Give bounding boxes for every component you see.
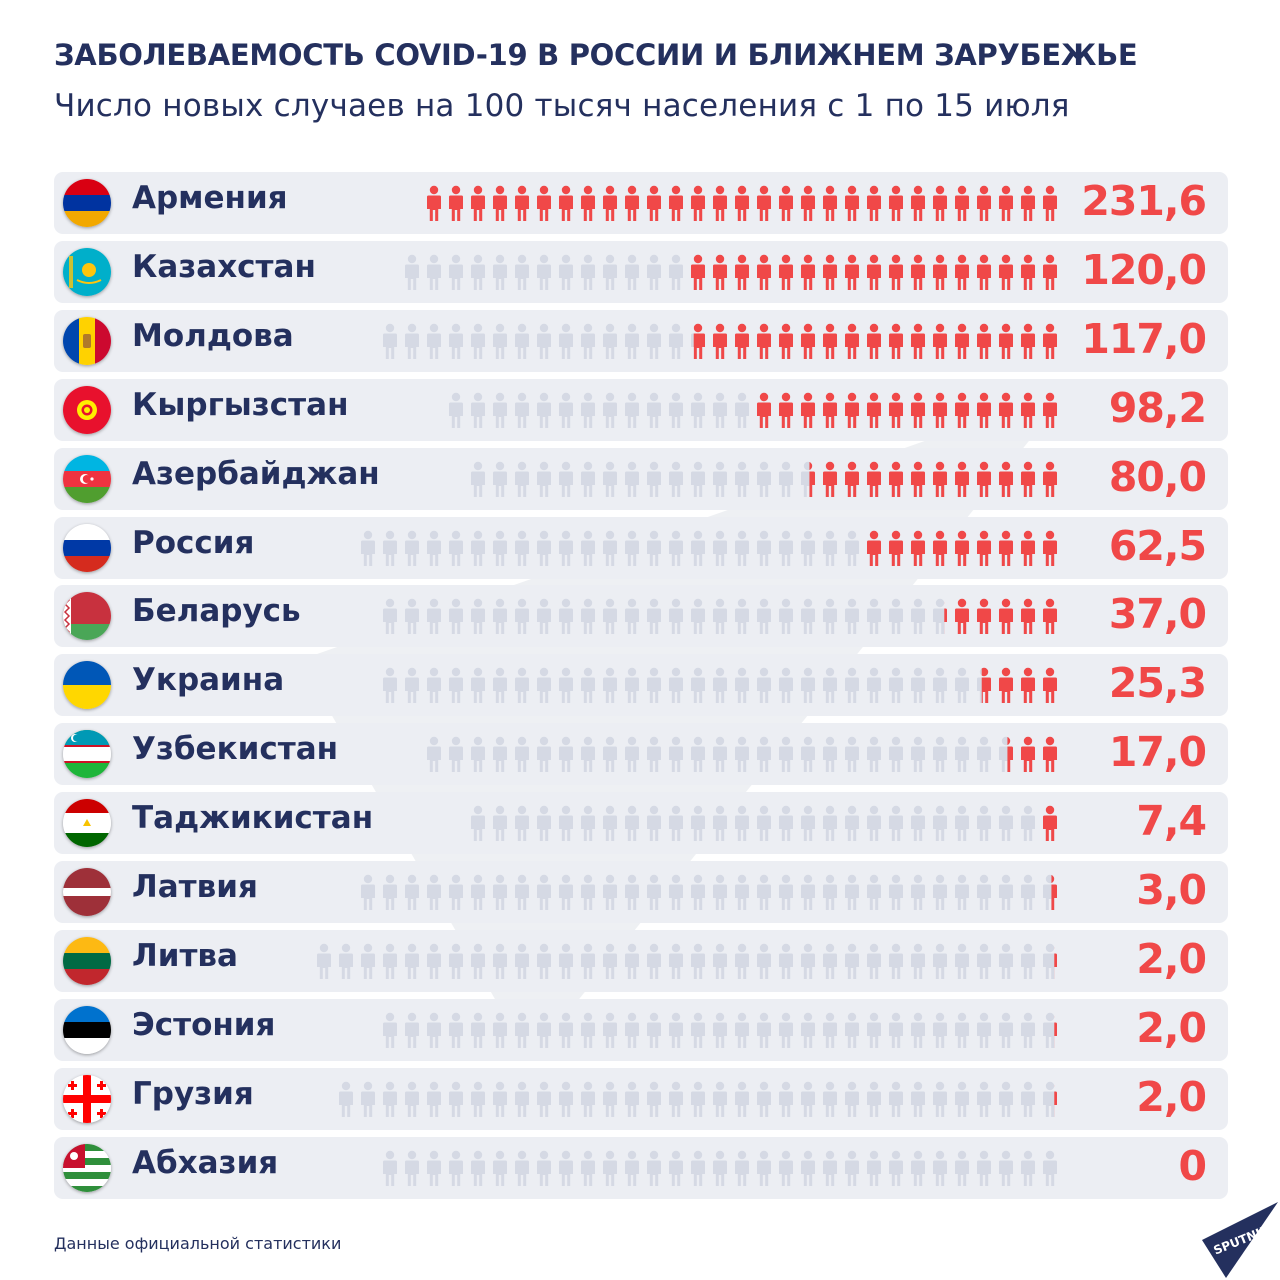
person-icons <box>471 805 1057 842</box>
table-row: Латвия 3,0 <box>54 861 1228 923</box>
table-row: Литва 2,0 <box>54 929 1228 992</box>
table-row: Эстония 2,0 <box>54 998 1228 1061</box>
russia-flag <box>63 523 111 572</box>
person-icons <box>383 323 1057 359</box>
belarus-flag <box>63 592 111 641</box>
value-label: 80,0 <box>1108 452 1207 501</box>
ukraine-flag <box>63 661 111 710</box>
azerbaijan-flag <box>63 454 111 503</box>
table-row: Молдова 117,0 <box>54 309 1228 372</box>
uzbekistan-flag <box>63 730 111 779</box>
person-icons <box>471 461 1057 497</box>
lithuania-flag <box>63 936 111 985</box>
table-row: Кыргызстан 98,2 <box>54 378 1228 441</box>
country-label: Абхазия <box>132 1144 279 1181</box>
person-icons <box>317 943 1057 979</box>
country-label: Эстония <box>132 1006 276 1043</box>
table-row: Азербайджан 80,0 <box>54 447 1228 510</box>
country-label: Армения <box>132 180 288 216</box>
value-label: 37,0 <box>1108 590 1207 639</box>
value-label: 117,0 <box>1081 314 1207 363</box>
estonia-flag <box>63 1005 111 1054</box>
country-label: Украина <box>132 662 285 699</box>
country-label: Литва <box>132 937 238 974</box>
value-label: 3,0 <box>1136 866 1207 914</box>
value-label: 0 <box>1178 1141 1207 1190</box>
value-label: 17,0 <box>1108 728 1207 777</box>
person-icons <box>427 736 1057 773</box>
abkhazia-flag <box>63 1143 111 1192</box>
country-label: Таджикистан <box>132 800 374 837</box>
country-label: Россия <box>132 524 255 561</box>
value-label: 7,4 <box>1136 797 1207 846</box>
country-label: Казахстан <box>132 248 316 285</box>
value-label: 120,0 <box>1081 245 1207 294</box>
value-label: 2,0 <box>1136 1072 1207 1121</box>
source-note: Данные официальной статистики <box>54 1234 342 1253</box>
country-label: Латвия <box>132 869 258 905</box>
country-label: Узбекистан <box>132 731 339 768</box>
kazakhstan-flag <box>63 247 111 296</box>
table-row: Казахстан 120,0 <box>54 240 1228 303</box>
value-label: 98,2 <box>1108 383 1207 432</box>
person-icons <box>383 668 1057 704</box>
value-label: 2,0 <box>1136 934 1207 983</box>
country-label: Молдова <box>132 317 294 354</box>
person-icons <box>427 185 1057 221</box>
table-row: Таджикистан 7,4 <box>54 792 1228 855</box>
table-row: Узбекистан 17,0 <box>54 723 1228 786</box>
latvia-flag <box>63 868 111 916</box>
country-label: Азербайджан <box>132 455 380 492</box>
table-row: Беларусь 37,0 <box>54 585 1228 648</box>
person-icons <box>361 530 1057 566</box>
georgia-flag <box>63 1074 111 1123</box>
table-row: Россия 62,5 <box>54 516 1228 579</box>
person-icons <box>383 1012 1057 1048</box>
table-row: Украина 25,3 <box>54 654 1228 717</box>
table-row: Грузия 2,0 <box>54 1067 1228 1130</box>
person-icons <box>405 254 1057 290</box>
value-label: 62,5 <box>1108 521 1207 570</box>
country-label: Грузия <box>132 1075 254 1112</box>
table-row: Абхазия 0 <box>54 1136 1228 1199</box>
chart-subtitle: Число новых случаев на 100 тысяч населен… <box>54 88 1070 124</box>
person-icons <box>383 1150 1057 1186</box>
sputnik-logo <box>1202 1202 1278 1278</box>
value-label: 25,3 <box>1108 659 1207 708</box>
country-label: Кыргызстан <box>132 386 349 423</box>
moldova-flag <box>63 316 111 365</box>
country-label: Беларусь <box>132 593 301 630</box>
tajikistan-flag <box>63 799 111 848</box>
person-icons <box>339 1081 1057 1117</box>
person-icons <box>361 874 1057 910</box>
armenia-flag <box>63 179 111 227</box>
kyrgyzstan-flag <box>63 385 111 434</box>
chart-title: ЗАБОЛЕВАЕМОСТЬ COVID-19 В РОССИИ И БЛИЖН… <box>54 38 1138 72</box>
person-icons <box>383 599 1057 635</box>
value-label: 2,0 <box>1136 1003 1207 1052</box>
table-row: Армения 231,6 <box>54 172 1228 234</box>
value-label: 231,6 <box>1081 177 1207 225</box>
person-icons <box>449 392 1057 428</box>
